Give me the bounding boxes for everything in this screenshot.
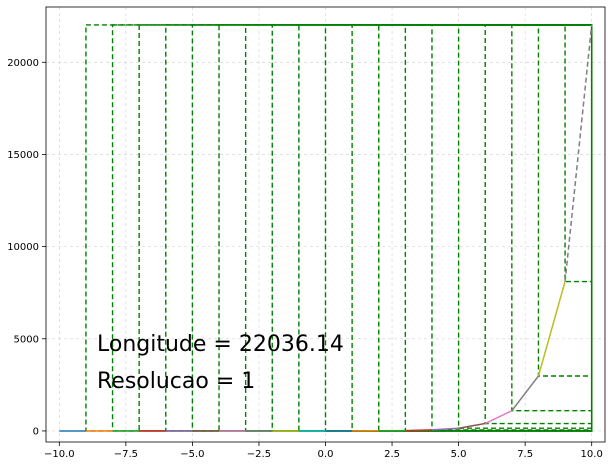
annotation-longitude: Longitude = 22036.14 — [97, 332, 344, 357]
curve-segment — [484, 410, 513, 425]
x-tick-label: −10.0 — [44, 449, 75, 460]
curve-segment — [537, 281, 566, 377]
y-tick-label: 0 — [33, 426, 39, 437]
x-tick-label: 5.0 — [451, 449, 467, 460]
dashed-rectangle — [511, 24, 593, 412]
y-tick-label: 20000 — [7, 58, 39, 69]
curve-segment — [431, 427, 459, 431]
curve-segment — [511, 375, 540, 412]
dashed-rectangle — [351, 24, 593, 432]
x-tick-label: −5.0 — [180, 449, 204, 460]
x-tick-label: 10.0 — [581, 449, 603, 460]
dashed-rectangle — [564, 24, 593, 283]
dashed-rectangle — [457, 24, 593, 429]
dashed-rectangle — [298, 24, 593, 432]
y-tick-label: 10000 — [7, 242, 39, 253]
curve-segment — [405, 429, 432, 432]
x-tick-label: 7.5 — [517, 449, 533, 460]
annotation-resolucao: Resolucao = 1 — [97, 369, 255, 394]
x-tick-label: 2.5 — [384, 449, 400, 460]
y-tick-label: 5000 — [14, 334, 39, 345]
curve-layer — [59, 24, 593, 432]
dashed-rectangle — [404, 24, 593, 432]
y-tick-label: 15000 — [7, 150, 39, 161]
ticks-layer: −10.0 −7.5 −5.0 −2.5 0.0 2.5 5.0 7.5 10.0 0 5000 10… — [7, 58, 603, 460]
curve-dashed-tail — [564, 24, 593, 282]
x-tick-label: −2.5 — [247, 449, 271, 460]
x-tick-label: −7.5 — [114, 449, 138, 460]
curve-segment — [458, 422, 486, 429]
x-tick-label: 0.0 — [318, 449, 334, 460]
